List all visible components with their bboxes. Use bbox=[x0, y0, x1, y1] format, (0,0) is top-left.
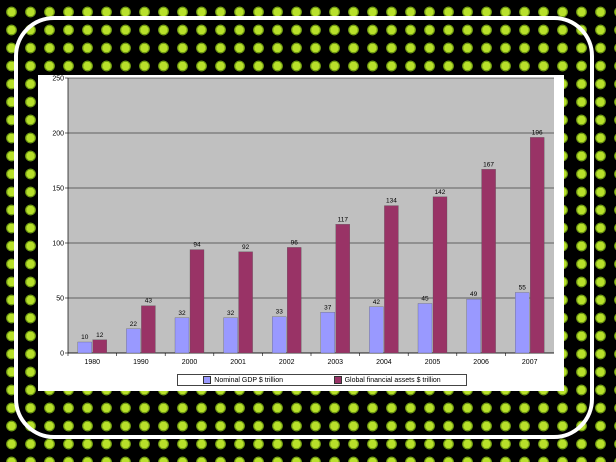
chart-legend: Nominal GDP $ trillion Global financial … bbox=[177, 374, 467, 386]
data-label-gdp: 37 bbox=[324, 304, 332, 311]
x-tick-label: 1990 bbox=[133, 359, 149, 366]
bar-gdp bbox=[272, 316, 287, 354]
bar-gdp bbox=[466, 298, 481, 354]
chart-container: 0 50 100 150 200 250 10 12 1980 22 43 1990 32 94 2000 3… bbox=[38, 75, 564, 391]
bar-assets bbox=[335, 224, 350, 354]
x-tick-label: 1980 bbox=[85, 359, 101, 366]
data-label-gdp: 32 bbox=[178, 310, 186, 317]
data-label-assets: 92 bbox=[242, 244, 250, 251]
plot-area bbox=[68, 78, 554, 353]
data-label-assets: 167 bbox=[483, 161, 494, 168]
data-label-gdp: 42 bbox=[373, 299, 381, 306]
bar-assets bbox=[189, 249, 205, 354]
x-tick-label: 2006 bbox=[473, 359, 489, 366]
data-label-assets: 117 bbox=[338, 216, 349, 223]
legend-item-gdp: Nominal GDP $ trillion bbox=[203, 376, 283, 384]
bar-gdp bbox=[515, 292, 530, 354]
data-label-assets: 196 bbox=[532, 129, 543, 136]
data-label-assets: 96 bbox=[291, 239, 299, 246]
x-tick-label: 2005 bbox=[425, 359, 441, 366]
bar-gdp bbox=[320, 312, 335, 354]
data-label-assets: 142 bbox=[435, 189, 446, 196]
data-label-assets: 94 bbox=[193, 242, 201, 249]
data-label-gdp: 49 bbox=[470, 291, 478, 298]
bar-gdp bbox=[77, 341, 92, 354]
bar-assets bbox=[481, 169, 496, 354]
bar-assets bbox=[530, 137, 545, 354]
y-tick-label: 150 bbox=[52, 186, 64, 193]
bar-gdp bbox=[174, 317, 190, 354]
data-label-gdp: 55 bbox=[519, 285, 527, 292]
x-tick-label: 2003 bbox=[328, 359, 344, 366]
data-label-assets: 12 bbox=[96, 332, 104, 339]
data-label-gdp: 22 bbox=[130, 321, 138, 328]
legend-swatch-gdp bbox=[203, 376, 212, 384]
y-tick-label: 200 bbox=[52, 131, 64, 138]
rounded-frame bbox=[14, 16, 594, 439]
bar-assets bbox=[92, 339, 107, 354]
y-tick-label: 0 bbox=[60, 351, 64, 358]
legend-swatch-assets bbox=[333, 376, 342, 384]
data-label-assets: 134 bbox=[386, 198, 397, 205]
bar-assets bbox=[384, 205, 399, 354]
bar-chart: 0 50 100 150 200 250 10 12 1980 22 43 1990 32 94 2000 3… bbox=[52, 76, 554, 366]
bar-assets bbox=[287, 247, 302, 354]
data-label-gdp: 45 bbox=[421, 296, 429, 303]
legend-item-assets: Global financial assets $ trillion bbox=[333, 376, 441, 384]
bar-assets bbox=[432, 196, 448, 354]
data-label-gdp: 32 bbox=[227, 310, 235, 317]
y-tick-label: 100 bbox=[52, 241, 64, 248]
x-tick-label: 2001 bbox=[230, 359, 246, 366]
x-tick-label: 2002 bbox=[279, 359, 295, 366]
legend-label-gdp: Nominal GDP $ trillion bbox=[214, 376, 284, 384]
y-tick-label: 50 bbox=[56, 296, 64, 303]
bar-assets bbox=[238, 251, 253, 354]
legend-label-assets: Global financial assets $ trillion bbox=[344, 376, 441, 384]
bar-gdp bbox=[417, 303, 433, 354]
bar-gdp bbox=[223, 317, 238, 354]
data-label-assets: 43 bbox=[145, 298, 153, 305]
data-label-gdp: 10 bbox=[81, 334, 89, 341]
bar-gdp bbox=[369, 306, 384, 354]
data-label-gdp: 33 bbox=[276, 309, 284, 316]
x-tick-label: 2004 bbox=[376, 359, 392, 366]
y-tick-label: 250 bbox=[52, 76, 64, 83]
bar-gdp bbox=[126, 328, 141, 354]
x-tick-label: 2000 bbox=[182, 359, 198, 366]
x-tick-label: 2007 bbox=[522, 359, 538, 366]
bar-assets bbox=[141, 305, 156, 354]
